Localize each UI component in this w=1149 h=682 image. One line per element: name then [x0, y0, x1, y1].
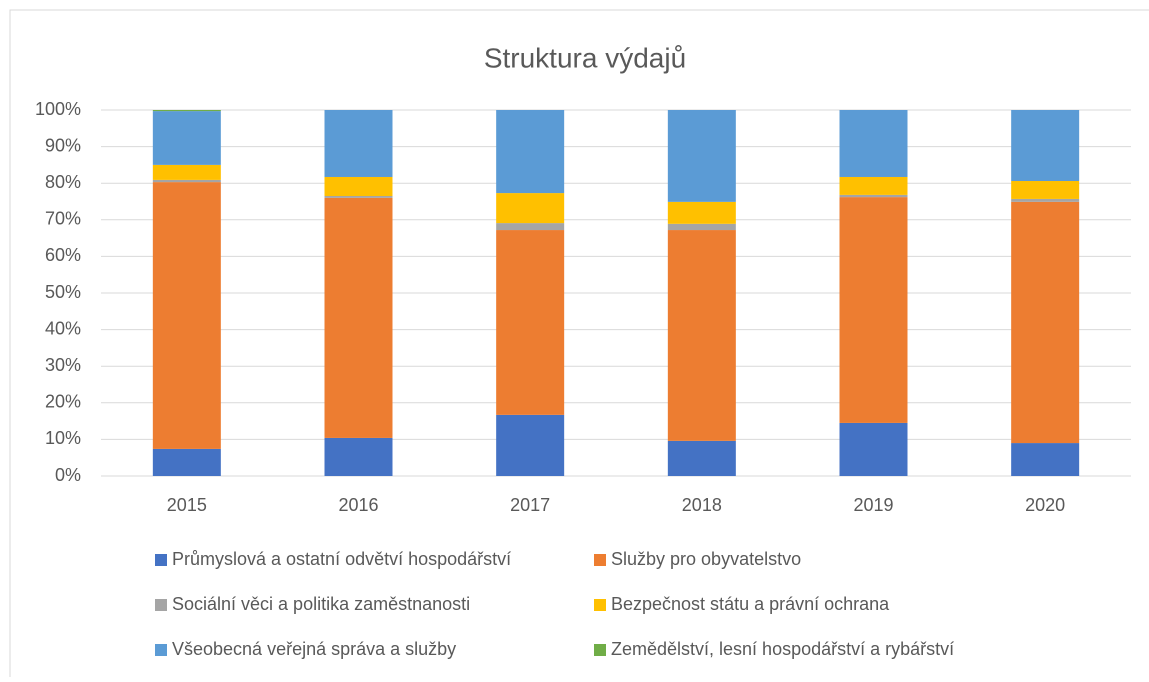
bar-segment: [324, 196, 393, 198]
y-tick-label: 80%: [45, 172, 81, 192]
bar-segment: [667, 223, 736, 231]
x-tick-label: 2017: [510, 495, 550, 515]
bar-segment: [496, 414, 565, 476]
bar-segment: [839, 197, 908, 423]
y-tick-label: 60%: [45, 245, 81, 265]
y-tick-label: 10%: [45, 428, 81, 448]
y-tick-label: 100%: [35, 99, 81, 119]
x-tick-label: 2016: [338, 495, 378, 515]
bar-segment: [496, 110, 565, 194]
bar-segment: [324, 437, 393, 476]
bar-segment: [1011, 110, 1080, 182]
bar-segment: [839, 422, 908, 476]
x-tick-label: 2019: [853, 495, 893, 515]
bar-segment: [152, 110, 221, 112]
bar-segment: [496, 223, 565, 231]
legend-label: Bezpečnost státu a právní ochrana: [611, 594, 890, 614]
bar-segment: [1011, 181, 1080, 199]
legend-label: Zemědělství, lesní hospodářství a rybářs…: [611, 639, 954, 659]
chart-title: Struktura výdajů: [484, 42, 686, 73]
x-tick-label: 2020: [1025, 495, 1065, 515]
legend-swatch: [155, 644, 167, 656]
bar-segment: [324, 197, 393, 438]
bar-segment: [1011, 443, 1080, 476]
legend-label: Služby pro obyvatelstvo: [611, 549, 801, 569]
bar-segment: [839, 194, 908, 198]
bar-segment: [1011, 198, 1080, 202]
y-tick-label: 90%: [45, 135, 81, 155]
legend-swatch: [155, 599, 167, 611]
chart-border: [9, 9, 1149, 677]
y-tick-label: 0%: [55, 465, 81, 485]
x-tick-label: 2018: [682, 495, 722, 515]
bar-segment: [839, 176, 908, 195]
bar-segment: [1011, 201, 1080, 444]
legend-swatch: [594, 554, 606, 566]
bar-segment: [496, 230, 565, 415]
y-tick-label: 70%: [45, 209, 81, 229]
bar-segment: [839, 110, 908, 177]
legend-label: Sociální věci a politika zaměstnanosti: [172, 594, 470, 614]
bar-segment: [152, 448, 221, 476]
y-tick-label: 30%: [45, 355, 81, 375]
bar-segment: [324, 176, 393, 197]
bar-segment: [667, 201, 736, 224]
bar-segment: [152, 164, 221, 180]
legend-label: Průmyslová a ostatní odvětví hospodářstv…: [172, 549, 511, 569]
bar-segment: [152, 111, 221, 165]
bar-segment: [152, 182, 221, 449]
y-tick-label: 50%: [45, 282, 81, 302]
bar-segment: [152, 179, 221, 183]
legend-swatch: [594, 599, 606, 611]
legend-label: Všeobecná veřejná správa a služby: [172, 639, 456, 659]
bar-segment: [667, 230, 736, 441]
bar-segment: [324, 110, 393, 177]
legend-swatch: [594, 644, 606, 656]
legend-swatch: [155, 554, 167, 566]
x-tick-label: 2015: [167, 495, 207, 515]
bar-segment: [667, 110, 736, 202]
bar-segment: [667, 440, 736, 476]
y-tick-label: 40%: [45, 318, 81, 338]
bar-segment: [496, 193, 565, 224]
y-tick-label: 20%: [45, 392, 81, 412]
